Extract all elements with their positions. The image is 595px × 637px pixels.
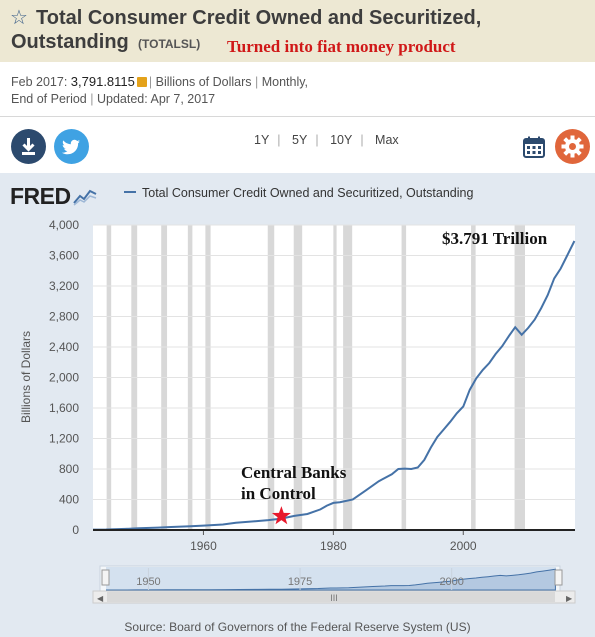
navigator-left-handle[interactable] bbox=[101, 569, 110, 586]
calendar-button[interactable] bbox=[522, 135, 546, 159]
y-axis-title: Billions of Dollars bbox=[19, 331, 33, 423]
page-title: Total Consumer Credit Owned and Securiti… bbox=[36, 7, 482, 29]
scroll-grip: III bbox=[330, 593, 338, 603]
chart-legend: Total Consumer Credit Owned and Securiti… bbox=[124, 186, 473, 200]
scroll-left-arrow[interactable]: ◀ bbox=[97, 594, 104, 603]
legend-label: Total Consumer Credit Owned and Securiti… bbox=[142, 186, 474, 200]
title-bar: ☆ Total Consumer Credit Owned and Securi… bbox=[0, 0, 595, 62]
y-tick-label: 3,200 bbox=[49, 279, 79, 293]
grid-lines bbox=[93, 224, 575, 500]
value-annotation: $3.791 Trillion bbox=[442, 229, 548, 248]
marker-annotation-line1: Central Banks bbox=[241, 463, 347, 482]
units: Billions of Dollars bbox=[155, 75, 252, 89]
download-button[interactable] bbox=[11, 129, 46, 164]
date-range-selector: 1Y | 5Y | 10Y | Max bbox=[250, 133, 403, 147]
navigator-year-label: 1950 bbox=[136, 576, 160, 588]
favorite-star-icon[interactable]: ☆ bbox=[10, 7, 28, 29]
y-tick-label: 400 bbox=[59, 493, 79, 507]
x-tick-label: 1960 bbox=[190, 539, 217, 553]
y-tick-label: 2,000 bbox=[49, 371, 79, 385]
y-tick-label: 2,800 bbox=[49, 310, 79, 324]
twitter-bird-icon bbox=[61, 139, 80, 155]
observation-date: Feb 2017: bbox=[11, 75, 68, 89]
range-5y[interactable]: 5Y bbox=[292, 133, 308, 147]
y-tick-label: 1,600 bbox=[49, 401, 79, 415]
navigator-year-label: 1975 bbox=[288, 576, 312, 588]
y-tick-label: 4,000 bbox=[49, 218, 79, 232]
observation-meta-2: End of Period | Updated: Apr 7, 2017 bbox=[11, 92, 216, 106]
period-type: End of Period bbox=[11, 92, 87, 106]
marker-annotation-line2: in Control bbox=[241, 484, 316, 503]
y-tick-label: 1,200 bbox=[49, 432, 79, 446]
twitter-share-button[interactable] bbox=[54, 129, 89, 164]
fred-graph-icon bbox=[72, 189, 97, 206]
gear-icon bbox=[561, 135, 584, 158]
updated-date: Updated: Apr 7, 2017 bbox=[96, 92, 216, 106]
divider bbox=[0, 116, 595, 117]
y-tick-label: 3,600 bbox=[49, 249, 79, 263]
range-10y[interactable]: 10Y bbox=[330, 133, 353, 147]
y-tick-label: 800 bbox=[59, 462, 79, 476]
y-axis-ticks: 0 400 800 1,200 1,600 2,000 2,400 2,800 3,200 3,6… bbox=[49, 218, 79, 537]
frequency: Monthly, bbox=[261, 75, 309, 89]
source-note: Source: Board of Governors of the Federa… bbox=[124, 620, 471, 634]
settings-button[interactable] bbox=[555, 129, 590, 164]
navigator-year-label: 2000 bbox=[439, 576, 463, 588]
x-axis-ticks: 1960 1980 2000 bbox=[190, 530, 477, 553]
navigator-labels: 1950 1975 2000 bbox=[136, 568, 464, 590]
red-star-marker bbox=[271, 506, 291, 525]
series-code: (TOTALSL) bbox=[138, 37, 201, 51]
scroll-right-arrow[interactable]: ▶ bbox=[566, 594, 573, 603]
y-tick-label: 2,400 bbox=[49, 340, 79, 354]
range-1y[interactable]: 1Y bbox=[254, 133, 270, 147]
observation-meta: Feb 2017: 3,791.8115 | Billions of Dollar… bbox=[11, 74, 309, 89]
header-annotation: Turned into fiat money product bbox=[227, 37, 456, 56]
x-tick-label: 1980 bbox=[320, 539, 347, 553]
download-icon bbox=[22, 138, 35, 155]
navigator-scroll-thumb[interactable] bbox=[107, 592, 555, 602]
preliminary-flag-icon[interactable] bbox=[136, 77, 147, 87]
page-title-line2: Outstanding bbox=[11, 31, 129, 53]
y-tick-label: 0 bbox=[72, 523, 79, 537]
x-tick-label: 2000 bbox=[450, 539, 477, 553]
fred-logo: FRED bbox=[10, 183, 97, 210]
range-max[interactable]: Max bbox=[375, 133, 399, 147]
navigator-right-handle[interactable] bbox=[554, 569, 563, 586]
navigator-line bbox=[106, 568, 556, 591]
observation-value: 3,791.8115 bbox=[70, 74, 135, 89]
legend-swatch bbox=[124, 191, 136, 193]
calendar-icon bbox=[523, 136, 545, 158]
series-line bbox=[92, 240, 576, 531]
